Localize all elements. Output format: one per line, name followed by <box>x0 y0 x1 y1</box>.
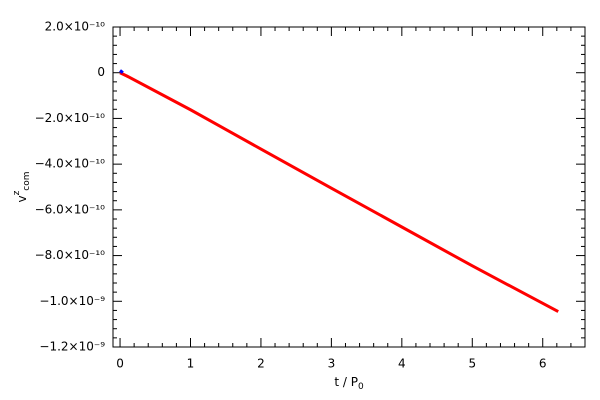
y-tick-label: −1.0×10⁻⁹ <box>39 294 105 308</box>
x-tick-label: 5 <box>468 357 476 371</box>
x-tick-label: 1 <box>187 357 195 371</box>
x-label-base: t / P <box>334 375 358 389</box>
y-axis-label: vzcom <box>12 171 32 202</box>
y-tick-label: 0 <box>97 65 105 79</box>
y-tick-label: 2.0×10⁻¹⁰ <box>45 20 106 34</box>
y-label-sup: z <box>12 190 22 195</box>
y-label-sub: com <box>22 171 32 190</box>
x-axis-label: t / P0 <box>334 375 364 392</box>
y-tick-label: −1.2×10⁻⁹ <box>39 340 105 354</box>
y-tick-label: −4.0×10⁻¹⁰ <box>35 157 106 171</box>
x-tick-label: 0 <box>116 357 124 371</box>
x-tick-label: 6 <box>539 357 547 371</box>
y-label-base: v <box>15 195 29 202</box>
data-line <box>119 69 124 74</box>
data-line <box>119 71 559 313</box>
x-label-sub: 0 <box>358 382 364 392</box>
y-tick-label: −8.0×10⁻¹⁰ <box>35 248 106 262</box>
x-tick-label: 2 <box>257 357 265 371</box>
y-tick-label: −2.0×10⁻¹⁰ <box>35 111 106 125</box>
plot-frame <box>112 26 586 348</box>
x-tick-label: 3 <box>328 357 336 371</box>
x-tick-label: 4 <box>398 357 406 371</box>
y-tick-label: −6.0×10⁻¹⁰ <box>35 202 106 216</box>
